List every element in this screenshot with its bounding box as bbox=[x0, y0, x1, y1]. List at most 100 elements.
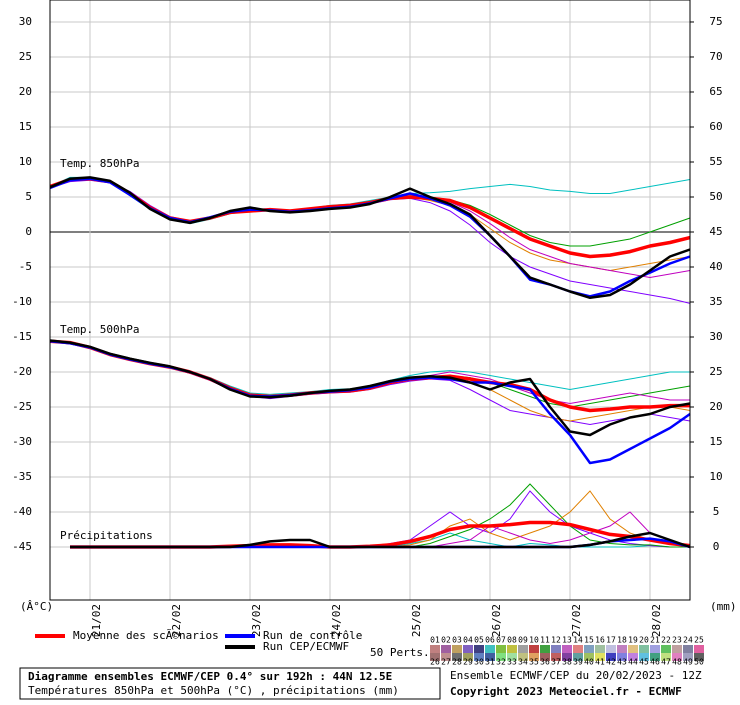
y-tick-label: -10 bbox=[12, 295, 32, 308]
x-tick-label: 27/02 bbox=[570, 604, 583, 637]
y-axis-label: (Â°C) bbox=[20, 600, 53, 613]
legend-swatch bbox=[650, 645, 660, 653]
y2-tick-label: 50 bbox=[709, 190, 722, 203]
legend-label: 21 bbox=[650, 636, 660, 645]
legend-swatch bbox=[628, 645, 638, 653]
legend-label: 35 bbox=[529, 658, 539, 667]
y2-tick-label: 45 bbox=[709, 225, 722, 238]
legend-swatch bbox=[595, 653, 605, 661]
y2-tick-label: 75 bbox=[709, 15, 722, 28]
series-line bbox=[49, 176, 691, 300]
legend-label: 13 bbox=[562, 636, 572, 645]
legend-swatch bbox=[606, 645, 616, 653]
y-tick-label: -20 bbox=[12, 365, 32, 378]
legend-swatch bbox=[463, 653, 473, 661]
y-tick-label: 0 bbox=[25, 225, 32, 238]
legend-swatch bbox=[430, 645, 440, 653]
legend-label: 45 bbox=[639, 658, 649, 667]
legend-swatch bbox=[485, 645, 495, 653]
legend-label: 44 bbox=[628, 658, 638, 667]
panel-label: Précipitations bbox=[60, 529, 153, 542]
legend-swatch bbox=[507, 653, 517, 661]
grid bbox=[50, 0, 690, 600]
legend-label: 01 bbox=[430, 636, 440, 645]
legend-swatch bbox=[540, 653, 550, 661]
legend-label: 10 bbox=[529, 636, 539, 645]
legend-swatch bbox=[562, 653, 572, 661]
plot-frame bbox=[49, 0, 691, 601]
legend-label: 05 bbox=[474, 636, 484, 645]
panel-label: Temp. 850hPa bbox=[60, 157, 139, 170]
copyright: Copyright 2023 Meteociel.fr - ECMWF bbox=[450, 685, 682, 698]
legend-label: Run de contrôle bbox=[263, 629, 362, 642]
series-line bbox=[49, 339, 691, 437]
y2-tick-label: 15 bbox=[709, 435, 722, 448]
x-tick-label: 24/02 bbox=[330, 604, 343, 637]
title: Diagramme ensembles ECMWF/CEP 0.4° sur 1… bbox=[28, 670, 392, 683]
legend-label: 32 bbox=[496, 658, 506, 667]
legend-swatch bbox=[617, 645, 627, 653]
y2-tick-label: 0 bbox=[713, 540, 720, 553]
legend-swatch bbox=[474, 653, 484, 661]
y-tick-label: 30 bbox=[19, 15, 32, 28]
legend-swatch bbox=[672, 653, 682, 661]
legend-label: 14 bbox=[573, 636, 583, 645]
legend-label: 36 bbox=[540, 658, 550, 667]
y-tick-label: -5 bbox=[19, 260, 32, 273]
legend-swatch bbox=[606, 653, 616, 661]
legend-label: 20 bbox=[639, 636, 649, 645]
legend-swatch bbox=[452, 645, 462, 653]
x-tick-label: 25/02 bbox=[410, 604, 423, 637]
legend-label: 37 bbox=[551, 658, 561, 667]
legend-swatch bbox=[507, 645, 517, 653]
y2-tick-label: 35 bbox=[709, 295, 722, 308]
legend-label: 18 bbox=[617, 636, 627, 645]
legend-label: 16 bbox=[595, 636, 605, 645]
legend-swatch bbox=[551, 645, 561, 653]
y-tick-label: -40 bbox=[12, 505, 32, 518]
legend-swatch bbox=[573, 645, 583, 653]
panel-label: Temp. 500hPa bbox=[60, 323, 139, 336]
legend-swatch bbox=[584, 645, 594, 653]
legend-label: 47 bbox=[661, 658, 671, 667]
legend-swatch bbox=[639, 645, 649, 653]
y2-tick-label: 70 bbox=[709, 50, 722, 63]
legend-label: 09 bbox=[518, 636, 528, 645]
legend-swatch bbox=[529, 645, 539, 653]
legend-swatch bbox=[694, 645, 704, 653]
y2-tick-label: 55 bbox=[709, 155, 722, 168]
legend-label: 03 bbox=[452, 636, 462, 645]
y2-tick-label: 30 bbox=[709, 330, 722, 343]
y2-tick-label: 10 bbox=[709, 470, 722, 483]
legend-label: 48 bbox=[672, 658, 682, 667]
legend-label: 22 bbox=[661, 636, 671, 645]
run-info: Ensemble ECMWF/CEP du 20/02/2023 - 12Z bbox=[450, 669, 702, 682]
legend-label: 07 bbox=[496, 636, 506, 645]
legend-swatch bbox=[430, 653, 440, 661]
x-tick-label: 23/02 bbox=[250, 604, 263, 637]
y2-tick-label: 60 bbox=[709, 120, 722, 133]
y-tick-label: -45 bbox=[12, 540, 32, 553]
legend-label: 46 bbox=[650, 658, 660, 667]
legend-label: 12 bbox=[551, 636, 561, 645]
y-tick-label: 25 bbox=[19, 50, 32, 63]
legend-label: 31 bbox=[485, 658, 495, 667]
legend-label: 50 bbox=[694, 658, 704, 667]
legend-label: 38 bbox=[562, 658, 572, 667]
legend-label: 06 bbox=[485, 636, 495, 645]
legend-label: 41 bbox=[595, 658, 605, 667]
legend-swatch bbox=[529, 653, 539, 661]
legend-swatch bbox=[496, 645, 506, 653]
y2-tick-label: 5 bbox=[713, 505, 720, 518]
legend-swatch bbox=[672, 645, 682, 653]
y-tick-label: -25 bbox=[12, 400, 32, 413]
x-tick-label: 26/02 bbox=[490, 604, 503, 637]
legend-swatch bbox=[573, 653, 583, 661]
y-tick-label: -35 bbox=[12, 470, 32, 483]
legend-swatch bbox=[650, 653, 660, 661]
y-tick-label: -15 bbox=[12, 330, 32, 343]
legend-label: 34 bbox=[518, 658, 528, 667]
legend-label: 28 bbox=[452, 658, 462, 667]
legend-swatch bbox=[463, 645, 473, 653]
